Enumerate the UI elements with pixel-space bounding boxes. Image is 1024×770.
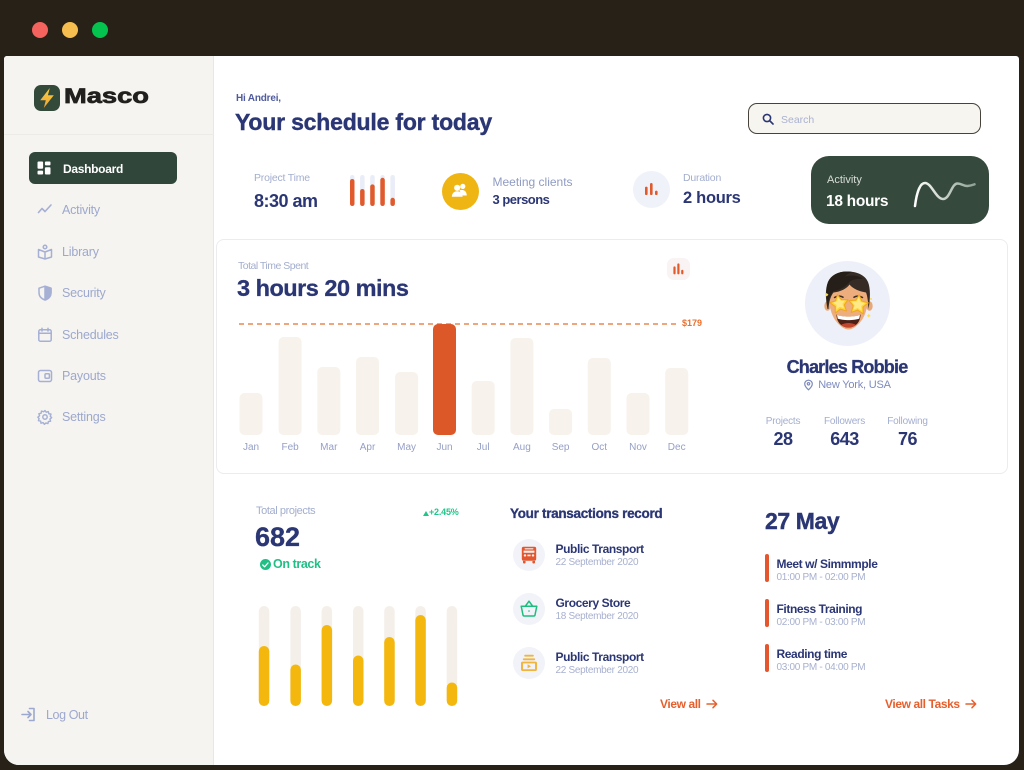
- svg-text:Dec: Dec: [668, 442, 686, 453]
- svg-text:Nov: Nov: [629, 442, 647, 453]
- svg-text:Jun: Jun: [436, 442, 452, 453]
- svg-text:Jan: Jan: [243, 442, 259, 453]
- svg-text:Apr: Apr: [360, 442, 376, 453]
- svg-text:Oct: Oct: [592, 442, 608, 453]
- svg-text:Aug: Aug: [513, 442, 531, 453]
- svg-text:May: May: [397, 442, 416, 453]
- svg-text:Feb: Feb: [281, 442, 299, 453]
- svg-text:Sep: Sep: [552, 442, 570, 453]
- svg-text:Jul: Jul: [477, 442, 490, 453]
- svg-text:Mar: Mar: [320, 442, 338, 453]
